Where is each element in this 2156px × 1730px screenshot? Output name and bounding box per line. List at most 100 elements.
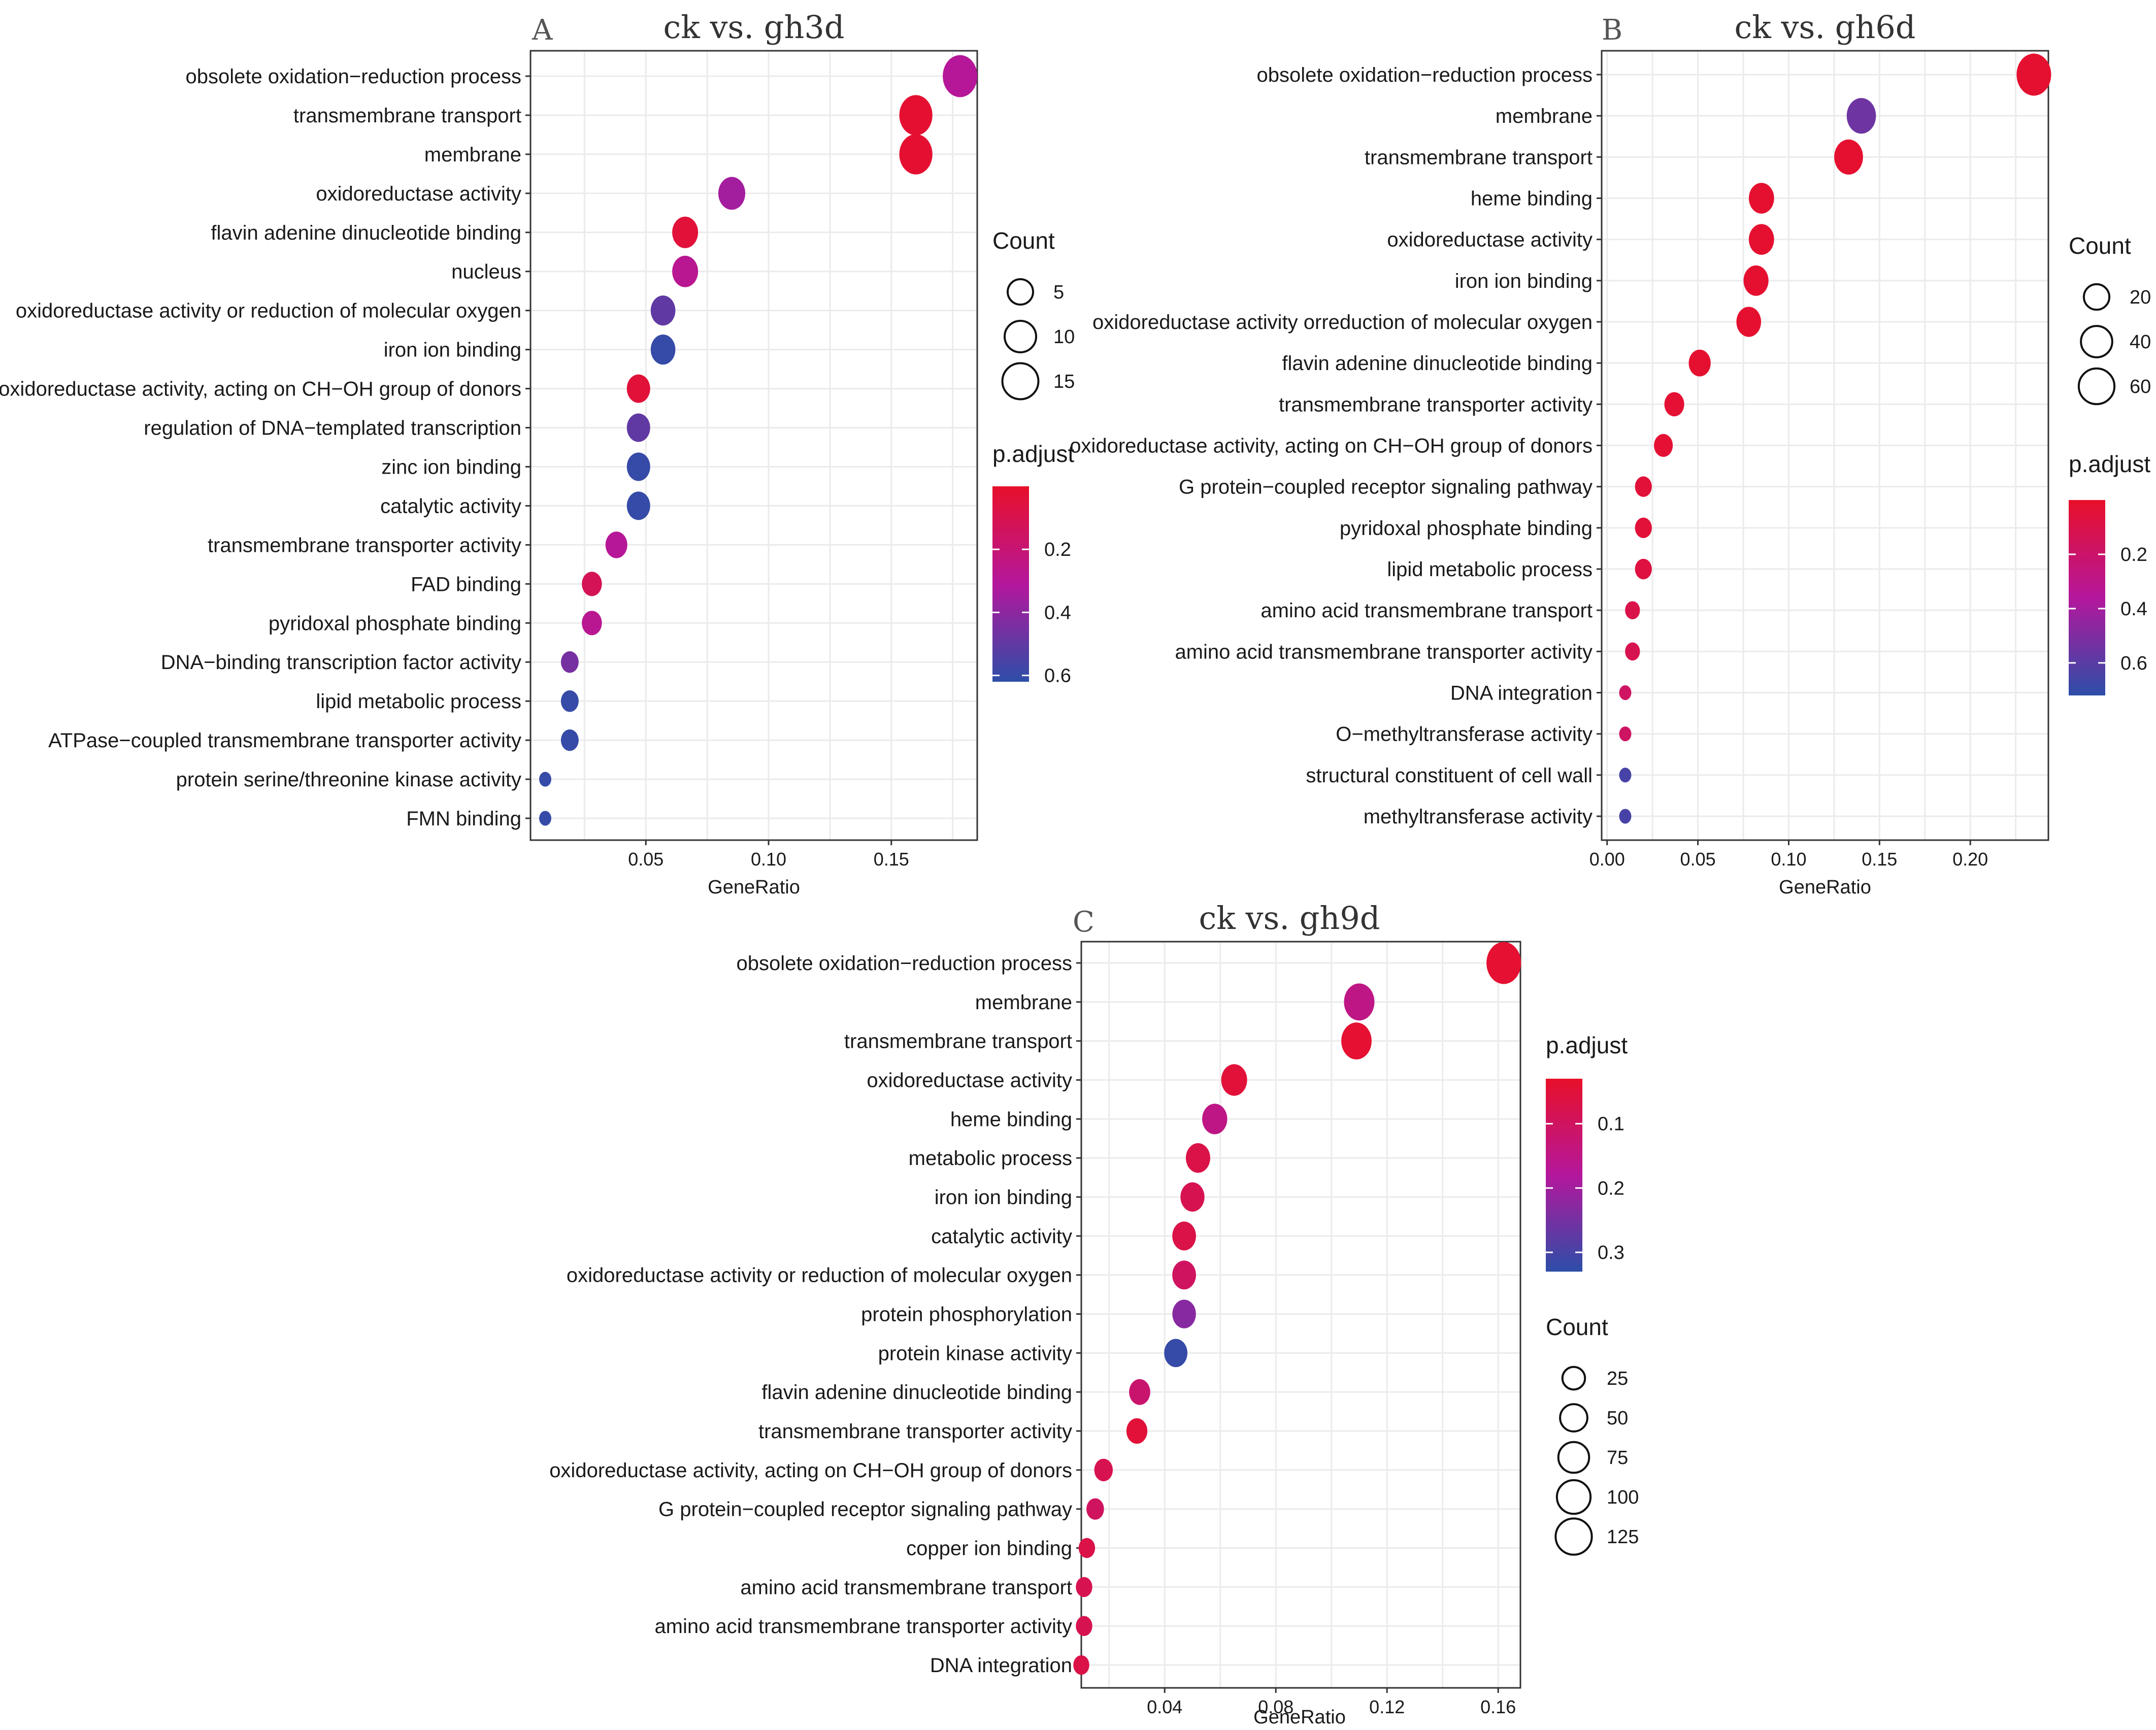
- y-tick-label: ATPase−coupled transmembrane transporter…: [48, 729, 521, 752]
- chart-title: ck vs. gh3d: [663, 9, 844, 46]
- size-legend-label: 15: [1053, 371, 1075, 392]
- data-point: [1635, 476, 1652, 497]
- data-point: [899, 134, 933, 175]
- data-point: [1086, 1498, 1104, 1520]
- color-legend-label: 0.3: [1598, 1242, 1624, 1263]
- y-tick-label: obsolete oxidation−reduction process: [185, 65, 521, 88]
- data-point: [1180, 1182, 1205, 1212]
- color-legend-label: 0.4: [2120, 598, 2147, 620]
- size-legend-label: 10: [1053, 326, 1075, 348]
- color-legend-title: p.adjust: [1546, 1032, 1628, 1058]
- data-point: [560, 690, 579, 712]
- data-point: [1736, 307, 1762, 337]
- data-point: [1185, 1143, 1210, 1173]
- size-legend: Count 25 50 75 100 125: [1546, 1314, 1639, 1556]
- data-point: [1635, 517, 1652, 539]
- y-tick-label: oxidoreductase activity: [867, 1070, 1072, 1092]
- data-point: [1743, 265, 1769, 296]
- data-point: [1129, 1379, 1150, 1405]
- data-point: [1619, 768, 1632, 783]
- y-tick-label: flavin adenine dinucleotide binding: [211, 222, 521, 244]
- y-tick-label: amino acid transmembrane transporter act…: [654, 1615, 1072, 1638]
- data-point: [1619, 726, 1632, 742]
- y-tick-label: oxidoreductase activity: [1387, 229, 1593, 251]
- panel-letter: B: [1602, 14, 1622, 47]
- data-point: [1172, 1300, 1196, 1328]
- data-point: [1654, 434, 1673, 457]
- y-tick-label: iron ion binding: [384, 339, 521, 361]
- y-tick-label: iron ion binding: [1455, 270, 1593, 292]
- x-tick-label: 0.05: [1680, 849, 1716, 870]
- data-point: [1221, 1064, 1247, 1096]
- color-legend-label: 0.1: [1598, 1114, 1624, 1135]
- y-tick-label: transmembrane transport: [293, 105, 521, 127]
- data-point: [1164, 1339, 1188, 1368]
- data-point: [1078, 1538, 1096, 1558]
- size-legend-key: [2077, 367, 2116, 406]
- data-point: [1625, 601, 1640, 620]
- y-tick-label: transmembrane transporter activity: [758, 1420, 1072, 1443]
- size-legend-key: [1561, 1366, 1586, 1391]
- y-tick-label: membrane: [424, 144, 521, 166]
- data-point: [560, 651, 579, 673]
- size-legend-label: 75: [1607, 1447, 1628, 1469]
- data-point: [560, 729, 579, 751]
- y-tick-label: catalytic activity: [931, 1225, 1072, 1248]
- size-legend: Count 5 10 15: [992, 227, 1075, 401]
- data-point: [1076, 1577, 1092, 1598]
- size-legend-key: [1004, 320, 1037, 353]
- size-legend-label: 100: [1607, 1487, 1639, 1508]
- x-axis-title: GeneRatio: [708, 877, 800, 898]
- data-point: [1073, 1655, 1089, 1675]
- x-axis-title: GeneRatio: [1779, 877, 1871, 898]
- y-tick-label: oxidoreductase activity orreduction of m…: [1092, 311, 1593, 334]
- data-point: [539, 811, 551, 826]
- data-point: [582, 572, 602, 596]
- y-tick-label: structural constituent of cell wall: [1306, 764, 1593, 787]
- y-tick-label: protein kinase activity: [878, 1342, 1072, 1365]
- y-tick-label: oxidoreductase activity, acting on CH−OH…: [1070, 435, 1593, 457]
- size-legend-label: 50: [1607, 1408, 1628, 1429]
- size-legend-title: Count: [992, 227, 1055, 254]
- y-tick-label: protein phosphorylation: [861, 1304, 1072, 1326]
- y-tick-label: amino acid transmembrane transporter act…: [1175, 641, 1593, 663]
- color-legend-label: 0.4: [1044, 602, 1071, 623]
- color-legend-label: 0.6: [1044, 666, 1071, 687]
- y-tick-label: G protein−coupled receptor signaling pat…: [1179, 476, 1593, 498]
- data-point: [1664, 392, 1684, 417]
- size-legend-title: Count: [1546, 1314, 1608, 1340]
- x-tick-label: 0.00: [1589, 849, 1625, 870]
- color-legend-label: 0.6: [2120, 653, 2147, 674]
- data-point: [626, 413, 650, 442]
- data-point: [1202, 1104, 1228, 1135]
- color-bar: [992, 486, 1029, 682]
- y-tick-label: G protein−coupled receptor signaling pat…: [658, 1499, 1072, 1521]
- size-legend-label: 60: [2130, 376, 2151, 397]
- data-point: [718, 177, 746, 210]
- y-tick-label: zinc ion binding: [381, 456, 521, 478]
- y-tick-label: O−methyltransferase activity: [1336, 723, 1593, 746]
- color-legend-label: 0.2: [1044, 539, 1071, 560]
- y-tick-label: protein serine/threonine kinase activity: [176, 769, 521, 791]
- data-point: [1625, 642, 1640, 661]
- y-tick-label: membrane: [1496, 105, 1593, 127]
- color-legend-title: p.adjust: [2069, 451, 2150, 477]
- y-tick-label: pyridoxal phosphate binding: [269, 612, 521, 635]
- size-legend-label: 40: [2130, 331, 2151, 353]
- data-point: [1126, 1418, 1148, 1444]
- data-point: [1834, 139, 1863, 175]
- y-tick-label: heme binding: [1471, 188, 1593, 210]
- y-tick-label: FMN binding: [406, 808, 521, 830]
- data-points: [1619, 53, 2051, 824]
- data-point: [1172, 1260, 1196, 1290]
- x-tick-label: 0.04: [1147, 1696, 1182, 1717]
- size-legend: Count 20 40 60: [2069, 232, 2151, 406]
- x-tick-label: 0.15: [1862, 849, 1897, 870]
- data-point: [943, 55, 978, 97]
- y-tick-label: oxidoreductase activity, acting on CH−OH…: [0, 378, 521, 401]
- y-tick-label: transmembrane transporter activity: [208, 534, 521, 556]
- data-point: [650, 295, 676, 326]
- chart-title: ck vs. gh9d: [1199, 900, 1380, 937]
- y-tick-label: metabolic process: [909, 1147, 1072, 1170]
